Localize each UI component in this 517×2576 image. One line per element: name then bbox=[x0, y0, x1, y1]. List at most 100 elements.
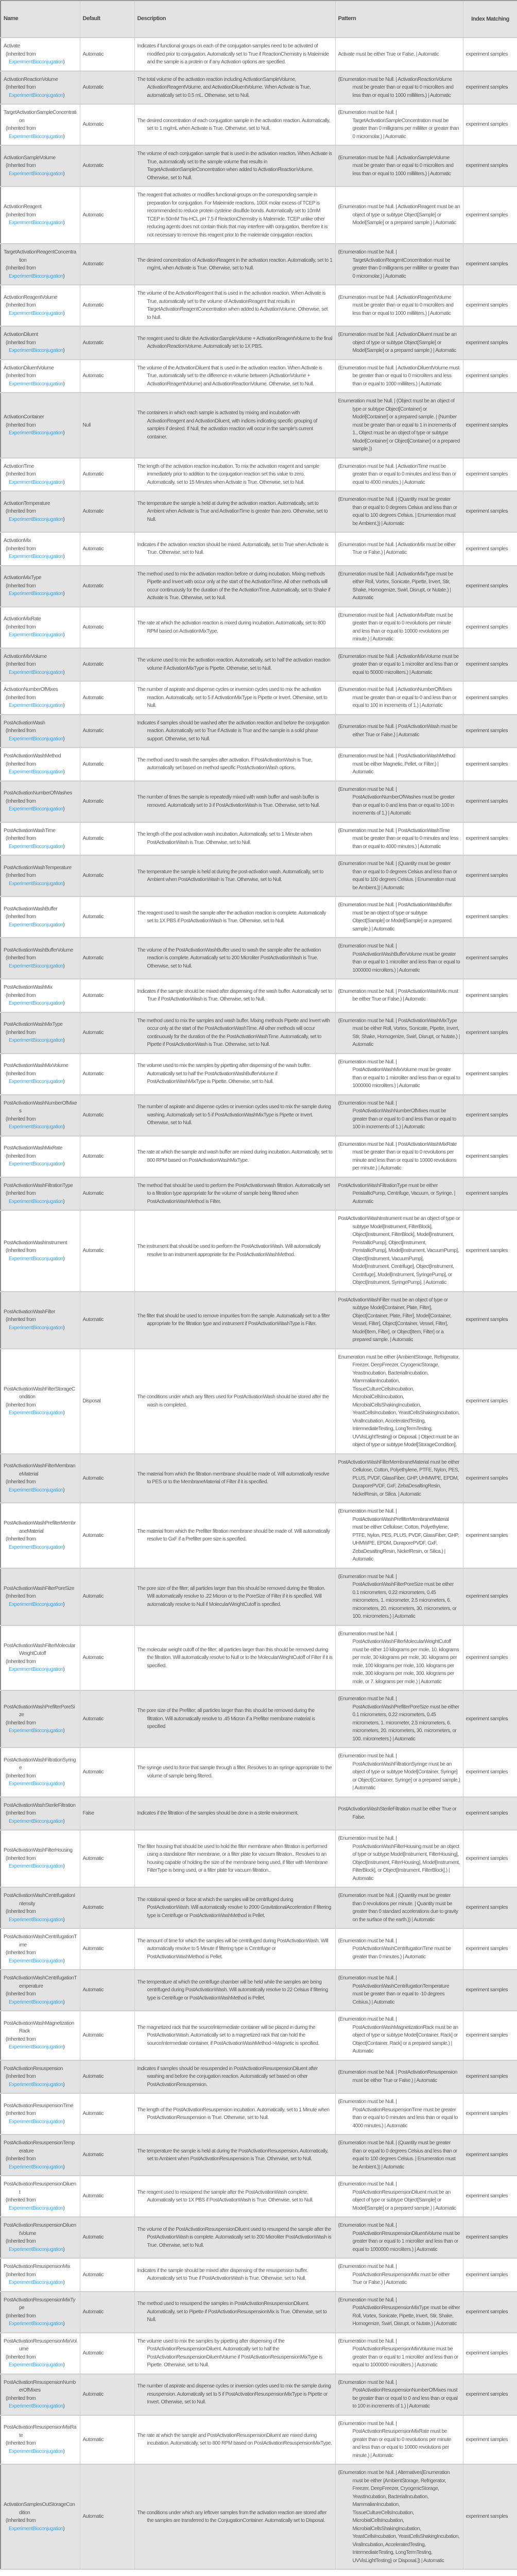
table-row: PostActivationWashPrefilterMembraneMater… bbox=[1, 1503, 517, 1569]
experiment-bioconjugation-link[interactable]: ExperimentBioconjugation bbox=[9, 1818, 63, 1824]
pattern: PostActivationWashFilter must be an obje… bbox=[335, 1291, 463, 1349]
experiment-bioconjugation-link[interactable]: ExperimentBioconjugation bbox=[9, 1999, 63, 2005]
experiment-bioconjugation-link[interactable]: ExperimentBioconjugation bbox=[9, 171, 63, 177]
experiment-bioconjugation-link[interactable]: ExperimentBioconjugation bbox=[9, 430, 63, 436]
experiment-bioconjugation-link[interactable]: ExperimentBioconjugation bbox=[9, 2321, 63, 2327]
experiment-bioconjugation-link[interactable]: ExperimentBioconjugation bbox=[9, 2081, 63, 2088]
experiment-bioconjugation-link[interactable]: ExperimentBioconjugation bbox=[9, 1256, 63, 1262]
table-row: PostActivationWashMixType (Inherited from… bbox=[1, 1012, 517, 1054]
experiment-bioconjugation-link[interactable]: ExperimentBioconjugation bbox=[9, 2119, 63, 2125]
experiment-bioconjugation-link[interactable]: ExperimentBioconjugation bbox=[9, 736, 63, 742]
default-value: Automatic bbox=[80, 1136, 135, 1178]
experiment-bioconjugation-link[interactable]: ExperimentBioconjugation bbox=[9, 516, 63, 522]
experiment-bioconjugation-link[interactable]: ExperimentBioconjugation bbox=[9, 2403, 63, 2409]
description: The reagent that activates or modifies f… bbox=[134, 187, 336, 244]
experiment-bioconjugation-link[interactable]: ExperimentBioconjugation bbox=[9, 669, 63, 675]
option-name-cell: Activate (Inherited from ExperimentBioconj… bbox=[1, 38, 80, 72]
option-name-cell: PostActivationWashMethod (Inherited from E… bbox=[1, 748, 80, 782]
experiment-bioconjugation-link[interactable]: ExperimentBioconjugation bbox=[9, 1544, 63, 1550]
inherited-from-label: (Inherited from bbox=[6, 509, 36, 515]
experiment-bioconjugation-link[interactable]: ExperimentBioconjugation bbox=[9, 591, 63, 597]
table-row: PostActivationWashNumberOfMixes (Inherite… bbox=[1, 1094, 517, 1137]
experiment-bioconjugation-link[interactable]: ExperimentBioconjugation bbox=[9, 2280, 63, 2285]
default-value: Automatic bbox=[80, 681, 135, 715]
experiment-bioconjugation-link[interactable]: ExperimentBioconjugation bbox=[9, 554, 63, 560]
description: The temperature at which the centrifuge … bbox=[134, 1970, 336, 2011]
experiment-bioconjugation-link[interactable]: ExperimentBioconjugation bbox=[9, 1917, 63, 1923]
index-matching: experiment samples bbox=[463, 491, 517, 533]
option-name: PostActivationResuspensionTemperature bbox=[4, 2140, 75, 2154]
experiment-bioconjugation-link[interactable]: ExperimentBioconjugation bbox=[9, 2362, 63, 2368]
option-name: ActivationSamplesOutStorageCondition bbox=[4, 2502, 75, 2516]
experiment-bioconjugation-link[interactable]: ExperimentBioconjugation bbox=[9, 1161, 63, 1167]
inherited-from-label: (Inherited from bbox=[6, 212, 36, 218]
default-value: Automatic bbox=[80, 187, 135, 244]
description: The method that should be used to perfor… bbox=[134, 1177, 336, 1211]
default-value: Automatic bbox=[80, 326, 135, 360]
experiment-bioconjugation-link[interactable]: ExperimentBioconjugation bbox=[9, 310, 63, 316]
table-row: PostActivationWashCentrifugationTemperat… bbox=[1, 1970, 517, 2011]
experiment-bioconjugation-link[interactable]: ExperimentBioconjugation bbox=[9, 1781, 63, 1787]
experiment-bioconjugation-link[interactable]: ExperimentBioconjugation bbox=[9, 1601, 63, 1607]
experiment-bioconjugation-link[interactable]: ExperimentBioconjugation bbox=[9, 92, 63, 98]
experiment-bioconjugation-link[interactable]: ExperimentBioconjugation bbox=[9, 133, 63, 140]
table-header-row: Name Default Description Pattern Index M… bbox=[1, 1, 517, 38]
experiment-bioconjugation-link[interactable]: ExperimentBioconjugation bbox=[9, 220, 63, 226]
index-matching: experiment samples bbox=[463, 1012, 517, 1054]
description: The magnetized rack that the source/inte… bbox=[134, 2011, 336, 2061]
inherited-suffix: ) bbox=[63, 554, 65, 560]
experiment-bioconjugation-link[interactable]: ExperimentBioconjugation bbox=[9, 880, 63, 887]
default-value: Automatic bbox=[80, 2176, 135, 2217]
inherited-from-label: (Inherited from bbox=[6, 163, 36, 169]
inherited-from-label: (Inherited from bbox=[6, 84, 36, 90]
experiment-bioconjugation-link[interactable]: ExperimentBioconjugation bbox=[9, 843, 63, 850]
experiment-bioconjugation-link[interactable]: ExperimentBioconjugation bbox=[9, 2526, 63, 2532]
experiment-bioconjugation-link[interactable]: ExperimentBioconjugation bbox=[9, 348, 63, 353]
experiment-bioconjugation-link[interactable]: ExperimentBioconjugation bbox=[9, 273, 63, 279]
table-row: PostActivationNumberOfWashes (Inherited f… bbox=[1, 781, 517, 823]
experiment-bioconjugation-link[interactable]: ExperimentBioconjugation bbox=[9, 1728, 63, 1734]
default-value: Automatic bbox=[80, 244, 135, 285]
experiment-bioconjugation-link[interactable]: ExperimentBioconjugation bbox=[9, 1079, 63, 1085]
experiment-bioconjugation-link[interactable]: ExperimentBioconjugation bbox=[9, 59, 63, 65]
inherited-from-label: (Inherited from bbox=[6, 2354, 36, 2360]
experiment-bioconjugation-link[interactable]: ExperimentBioconjugation bbox=[9, 1038, 63, 1044]
experiment-bioconjugation-link[interactable]: ExperimentBioconjugation bbox=[9, 1487, 63, 1493]
experiment-bioconjugation-link[interactable]: ExperimentBioconjugation bbox=[9, 963, 63, 969]
inherited-from-label: (Inherited from bbox=[6, 1909, 36, 1914]
description: The containers in which each sample is a… bbox=[134, 393, 336, 459]
default-value: Automatic bbox=[80, 457, 135, 492]
experiment-bioconjugation-link[interactable]: ExperimentBioconjugation bbox=[9, 2205, 63, 2211]
pattern: (Enumeration must be Null. | PostActivat… bbox=[335, 979, 463, 1013]
option-name: PostActivationWashBufferVolume bbox=[4, 947, 73, 953]
experiment-bioconjugation-link[interactable]: ExperimentBioconjugation bbox=[9, 1124, 63, 1130]
table-row: ActivationMixType (Inherited from Experime… bbox=[1, 565, 517, 607]
experiment-bioconjugation-link[interactable]: ExperimentBioconjugation bbox=[9, 1325, 63, 1331]
experiment-bioconjugation-link[interactable]: ExperimentBioconjugation bbox=[9, 806, 63, 812]
experiment-bioconjugation-link[interactable]: ExperimentBioconjugation bbox=[9, 1198, 63, 1205]
option-name-cell: PostActivationResuspensionTemperature (In… bbox=[1, 2134, 80, 2176]
inherited-suffix: ) bbox=[63, 632, 65, 638]
experiment-bioconjugation-link[interactable]: ExperimentBioconjugation bbox=[9, 703, 63, 708]
experiment-bioconjugation-link[interactable]: ExperimentBioconjugation bbox=[9, 922, 63, 928]
option-name-cell: PostActivationResuspensionMixRate (Inheri… bbox=[1, 2415, 80, 2465]
experiment-bioconjugation-link[interactable]: ExperimentBioconjugation bbox=[9, 479, 63, 485]
option-name-cell: ActivationDiluent (Inherited from Experime… bbox=[1, 326, 80, 360]
inherited-from-label: (Inherited from bbox=[6, 2156, 36, 2162]
experiment-bioconjugation-link[interactable]: ExperimentBioconjugation bbox=[9, 1001, 63, 1006]
experiment-bioconjugation-link[interactable]: ExperimentBioconjugation bbox=[9, 1958, 63, 1964]
experiment-bioconjugation-link[interactable]: ExperimentBioconjugation bbox=[9, 2448, 63, 2454]
experiment-bioconjugation-link[interactable]: ExperimentBioconjugation bbox=[9, 1863, 63, 1870]
experiment-bioconjugation-link[interactable]: ExperimentBioconjugation bbox=[9, 2246, 63, 2252]
experiment-bioconjugation-link[interactable]: ExperimentBioconjugation bbox=[9, 769, 63, 775]
experiment-bioconjugation-link[interactable]: ExperimentBioconjugation bbox=[9, 2044, 63, 2050]
experiment-bioconjugation-link[interactable]: ExperimentBioconjugation bbox=[9, 381, 63, 387]
experiment-bioconjugation-link[interactable]: ExperimentBioconjugation bbox=[9, 2164, 63, 2170]
experiment-bioconjugation-link[interactable]: ExperimentBioconjugation bbox=[9, 1410, 63, 1416]
index-matching: experiment samples bbox=[463, 1970, 517, 2011]
description: The material from which the filtration m… bbox=[134, 1453, 336, 1503]
experiment-bioconjugation-link[interactable]: ExperimentBioconjugation bbox=[9, 1667, 63, 1673]
experiment-bioconjugation-link[interactable]: ExperimentBioconjugation bbox=[9, 632, 63, 638]
option-name: ActivationContainer bbox=[4, 414, 44, 420]
